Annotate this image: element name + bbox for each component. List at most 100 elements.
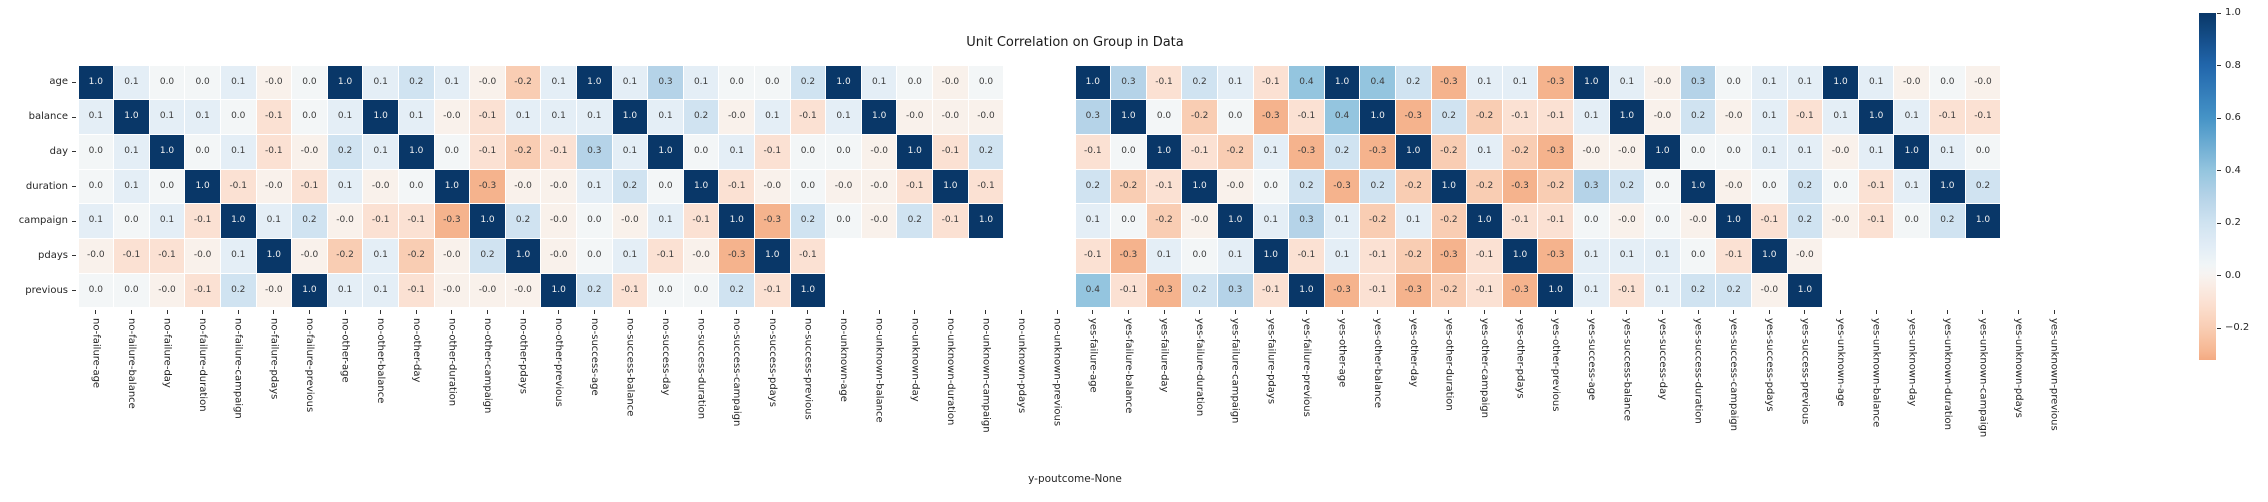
heatmap-cell: -0.1 [1289,239,1324,273]
heatmap-cell: 0.1 [1752,65,1787,100]
heatmap-cell: 0.0 [398,169,434,204]
x-tick-label: yes-unknown-day [1906,318,1918,407]
heatmap-cell: -0.1 [185,273,220,308]
x-tick-label: yes-failure-balance [1122,318,1134,414]
x-tick-label: yes-failure-campaign [1229,318,1241,424]
heatmap-cell: 0.0 [1146,100,1182,134]
heatmap-cell: 0.1 [363,65,398,100]
heatmap-cell: 0.2 [1787,204,1823,239]
heatmap-cell: 0.0 [1823,169,1858,204]
heatmap-cell: -0.0 [149,273,185,308]
heatmap-cell: 0.1 [541,100,576,134]
heatmap-cell: -0.1 [256,134,292,169]
heatmap-cell: -0.1 [612,273,648,308]
heatmap-cell: 0.1 [1253,204,1289,239]
heatmap-cell: 1.0 [577,65,612,100]
x-tick-mark [700,310,702,314]
x-tick-mark [878,310,880,314]
colorbar-tick-label: −0.2 [2225,322,2250,334]
x-tick-label: no-other-previous [553,318,565,407]
heatmap-cell: 0.0 [1217,100,1253,134]
heatmap-cell: 1.0 [470,204,505,239]
heatmap-cell: 0.1 [861,65,897,100]
heatmap-cell: -0.0 [541,169,576,204]
heatmap-cell: -0.3 [1431,65,1467,100]
heatmap-cell: -0.3 [1538,134,1573,169]
heatmap-cell: 0.2 [612,169,648,204]
heatmap-cell: 1.0 [327,65,363,100]
x-tick-label: no-unknown-pdays [1016,318,1028,414]
x-tick-mark [237,310,239,314]
heatmap-cell: -0.0 [1716,169,1752,204]
heatmap-cell: 0.0 [968,65,1004,100]
heatmap-cell: 0.1 [220,239,256,273]
heatmap-cell: -0.1 [220,169,256,204]
heatmap-cell: -0.0 [1787,239,1823,273]
heatmap-cell: 0.0 [577,239,612,273]
x-tick-mark [807,310,809,314]
y-tick-mark [72,220,76,222]
x-tick-mark [308,310,310,314]
x-tick-mark [1056,310,1058,314]
x-tick-label: no-other-pdays [517,318,529,394]
heatmap-cell: 0.0 [1253,169,1289,204]
heatmap-cell: 0.1 [612,134,648,169]
x-tick-label: yes-failure-day [1158,318,1170,393]
heatmap-cell: 0.0 [790,134,826,169]
heatmap-cell: 0.0 [683,134,719,169]
heatmap-cell: -0.0 [185,239,220,273]
heatmap-cell: 0.1 [648,204,683,239]
heatmap-cell: 0.1 [1467,134,1502,169]
heatmap-cell: 0.2 [1680,273,1716,308]
heatmap-cell: 1.0 [1182,169,1217,204]
heatmap-cell: 1.0 [398,134,434,169]
heatmap-cell: 1.0 [1894,134,1930,169]
heatmap-cell: 0.1 [1930,134,1965,169]
heatmap-cell: -0.1 [1467,273,1502,308]
heatmap-cell: -0.1 [790,100,826,134]
heatmap-cell: 1.0 [933,169,968,204]
heatmap-cell: 0.1 [1609,239,1645,273]
heatmap-cell: -0.2 [398,239,434,273]
heatmap-cell: -0.0 [292,134,327,169]
heatmap-cell: -0.0 [1609,204,1645,239]
heatmap-cell: 1.0 [505,239,541,273]
heatmap-cell: 0.0 [1894,204,1930,239]
x-tick-mark [1519,310,1521,314]
heatmap-cell: 0.1 [149,204,185,239]
heatmap-cell: 0.0 [292,65,327,100]
x-tick-label: yes-unknown-age [1835,318,1847,407]
heatmap-cell: 0.0 [1645,204,1680,239]
heatmap-cell: 0.1 [1324,239,1360,273]
heatmap-cell: 0.1 [220,65,256,100]
heatmap-cell: -0.0 [1752,273,1787,308]
heatmap-cell: 0.0 [78,169,114,204]
x-tick-label: no-success-duration [695,318,707,420]
x-tick-label: no-success-campaign [731,318,743,427]
heatmap-cell: 0.1 [1894,100,1930,134]
x-tick-mark [1626,310,1628,314]
x-tick-label: yes-success-previous [1799,318,1811,425]
heatmap-cell: 0.4 [1075,273,1111,308]
heatmap-cell: 0.1 [1858,134,1894,169]
heatmap-cell: 0.0 [790,169,826,204]
y-tick-mark [72,116,76,118]
colorbar [2199,13,2216,360]
heatmap-cell: 0.2 [1609,169,1645,204]
heatmap-cell: 0.1 [78,204,114,239]
heatmap-cell: 0.0 [1680,134,1716,169]
heatmap-cell: -0.3 [719,239,755,273]
heatmap-cell: -0.0 [826,169,861,204]
colorbar-tick-label: 1.0 [2225,7,2241,18]
heatmap-cell: -0.3 [1360,134,1395,169]
heatmap-cell: -0.3 [1538,65,1573,100]
heatmap-cell: 0.2 [1395,65,1431,100]
heatmap-cell: 0.1 [1502,65,1538,100]
heatmap-cell: 0.2 [968,134,1004,169]
heatmap-cell: 0.0 [826,134,861,169]
x-tick-label: yes-success-campaign [1728,318,1740,431]
y-tick-label: duration [25,180,68,192]
x-tick-label: no-success-previous [802,318,814,420]
x-tick-label: no-failure-duration [197,318,209,412]
